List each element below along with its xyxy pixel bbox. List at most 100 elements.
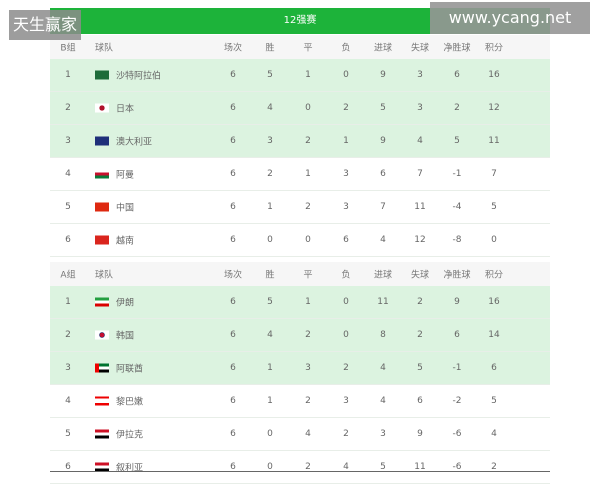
stat-cell: 6 bbox=[230, 103, 236, 113]
iraq-flag-icon bbox=[95, 429, 109, 439]
table-row: 3 澳大利亚 6 3 2 1 9 4 5 11 bbox=[50, 125, 550, 158]
stat-cell: -1 bbox=[452, 363, 462, 373]
stat-cell: 0 bbox=[267, 429, 273, 439]
japan-flag-icon bbox=[95, 103, 109, 113]
stat-cell: 12 bbox=[488, 103, 500, 113]
stat-cell: 6 bbox=[454, 70, 460, 80]
stat-cell: 4 bbox=[343, 462, 349, 472]
stat-cell: 11 bbox=[377, 297, 389, 307]
stat-cell: 4 bbox=[267, 103, 273, 113]
rank: 5 bbox=[65, 429, 71, 439]
syria-flag-icon bbox=[95, 462, 109, 472]
stat-cell: 3 bbox=[343, 202, 349, 212]
stat-cell: 6 bbox=[491, 363, 497, 373]
stat-cell: 3 bbox=[417, 70, 423, 80]
column-header: 平 bbox=[303, 43, 313, 54]
rank: 1 bbox=[65, 70, 71, 80]
stat-cell: 0 bbox=[343, 297, 349, 307]
column-header: 球队 bbox=[95, 270, 114, 281]
stat-cell: -4 bbox=[452, 202, 462, 212]
stat-cell: 2 bbox=[305, 136, 311, 146]
stat-cell: 0 bbox=[267, 235, 273, 245]
stat-cell: 6 bbox=[343, 235, 349, 245]
table-row: 5 伊拉克 6 0 4 2 3 9 -6 4 bbox=[50, 418, 550, 451]
column-header: 胜 bbox=[265, 270, 275, 281]
team-name: 阿联酋 bbox=[116, 364, 144, 375]
stat-cell: 1 bbox=[267, 202, 273, 212]
stat-cell: 6 bbox=[380, 169, 386, 179]
stat-cell: -1 bbox=[452, 169, 462, 179]
stat-cell: 6 bbox=[230, 70, 236, 80]
stat-cell: 6 bbox=[230, 169, 236, 179]
stat-cell: 16 bbox=[488, 70, 500, 80]
stat-cell: 0 bbox=[305, 235, 311, 245]
stat-cell: 6 bbox=[230, 202, 236, 212]
column-header: 失球 bbox=[410, 43, 430, 54]
stat-cell: 4 bbox=[491, 429, 497, 439]
watermark-top-left: 天生赢家 bbox=[9, 10, 81, 40]
rank: 2 bbox=[65, 103, 71, 113]
group-b-table: B组 球队 场次胜平负进球 失球 净胜球 积分 1 沙特阿拉伯 6 5 1 0 9 3 6 16 2 日本 6 4 0 2… bbox=[50, 35, 550, 257]
stat-cell: 4 bbox=[417, 136, 423, 146]
column-header: 负 bbox=[341, 43, 351, 54]
stat-cell: 2 bbox=[417, 330, 423, 340]
stat-cell: -8 bbox=[452, 235, 462, 245]
column-header: 球队 bbox=[95, 43, 114, 54]
column-header: 场次 bbox=[223, 43, 243, 54]
saudi-arabia-flag-icon bbox=[95, 70, 109, 80]
stat-cell: 6 bbox=[230, 297, 236, 307]
rank: 1 bbox=[65, 297, 71, 307]
stat-cell: 6 bbox=[230, 396, 236, 406]
stat-cell: 0 bbox=[343, 330, 349, 340]
team-name: 日本 bbox=[116, 104, 135, 115]
stat-cell: 4 bbox=[267, 330, 273, 340]
stat-cell: 6 bbox=[230, 462, 236, 472]
stat-cell: 5 bbox=[491, 202, 497, 212]
stat-cell: 3 bbox=[343, 169, 349, 179]
stat-cell: 2 bbox=[491, 462, 497, 472]
team-name: 伊朗 bbox=[116, 298, 135, 309]
stat-cell: 2 bbox=[343, 429, 349, 439]
stat-cell: 4 bbox=[380, 235, 386, 245]
stat-cell: 1 bbox=[267, 363, 273, 373]
stat-cell: 6 bbox=[417, 396, 423, 406]
stat-cell: 6 bbox=[230, 429, 236, 439]
header-row: A组 球队 场次 胜 平 负 进球 失球 净胜球 积分 bbox=[50, 262, 550, 286]
stat-cell: 2 bbox=[417, 297, 423, 307]
stat-cell: 4 bbox=[305, 429, 311, 439]
iran-flag-icon bbox=[95, 297, 109, 307]
stat-cell: 1 bbox=[305, 297, 311, 307]
rank: 3 bbox=[65, 363, 71, 373]
team-name: 阿曼 bbox=[116, 170, 135, 181]
column-header: 场次 bbox=[223, 270, 243, 281]
group-label: A组 bbox=[60, 270, 76, 281]
stat-cell: 2 bbox=[267, 169, 273, 179]
team-name: 沙特阿拉伯 bbox=[116, 71, 162, 82]
stat-cell: 2 bbox=[454, 103, 460, 113]
group-label: B组 bbox=[60, 43, 76, 54]
stat-cell: 0 bbox=[267, 462, 273, 472]
rank: 6 bbox=[65, 462, 71, 472]
table-row: 2 日本 6 4 0 2 5 3 2 12 bbox=[50, 92, 550, 125]
stat-cell: 5 bbox=[454, 136, 460, 146]
stat-cell: -6 bbox=[452, 429, 462, 439]
stat-cell: 2 bbox=[305, 202, 311, 212]
stat-cell: 5 bbox=[380, 462, 386, 472]
stat-cell: 16 bbox=[488, 297, 500, 307]
column-header: 积分 bbox=[484, 270, 504, 281]
stat-cell: 11 bbox=[488, 136, 500, 146]
uae-flag-icon bbox=[95, 363, 109, 373]
stat-cell: 8 bbox=[380, 330, 386, 340]
table-row: 6 叙利亚 6 0 2 4 5 11 -6 2 bbox=[50, 451, 550, 484]
stat-cell: 1 bbox=[305, 70, 311, 80]
stat-cell: 11 bbox=[414, 462, 426, 472]
stat-cell: 6 bbox=[230, 330, 236, 340]
table-row: 4 黎巴嫩 6 1 2 3 4 6 -2 5 bbox=[50, 385, 550, 418]
australia-flag-icon bbox=[95, 136, 109, 146]
table-row: 1 沙特阿拉伯 6 5 1 0 9 3 6 16 bbox=[50, 59, 550, 92]
vietnam-flag-icon bbox=[95, 235, 109, 245]
stat-cell: 9 bbox=[417, 429, 423, 439]
stat-cell: 6 bbox=[230, 136, 236, 146]
stat-cell: 5 bbox=[267, 70, 273, 80]
stat-cell: 1 bbox=[343, 136, 349, 146]
